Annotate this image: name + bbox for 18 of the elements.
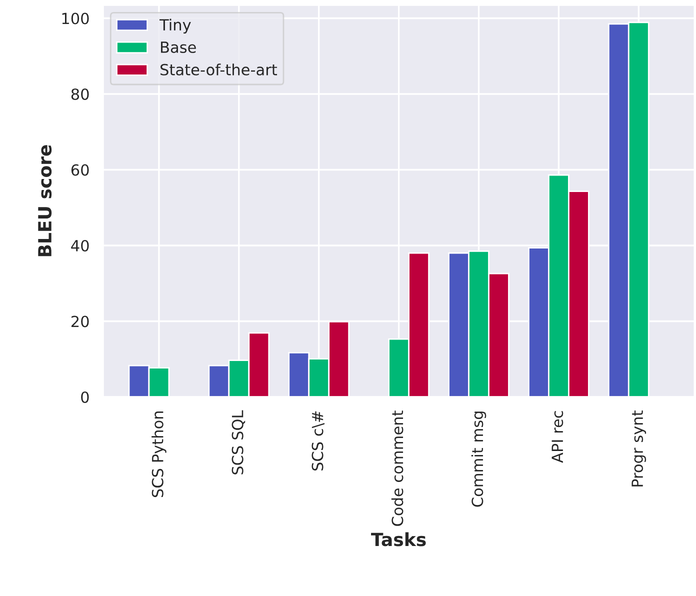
legend-label: Tiny [159,18,191,34]
y-tick-label: 20 [71,316,89,328]
y-tick-label: 60 [71,164,89,176]
y-tick-label: 80 [71,88,89,100]
x-tick-label: Code comment [391,410,404,526]
x-tick-label: Commit msg [471,412,486,507]
y-tick-label: 40 [71,240,89,252]
legend-label: State-of-the-art [160,64,278,76]
y-axis-title: BLEU score [38,145,52,256]
y-tick-label: 0 [81,391,89,404]
y-tick-label: 100 [62,12,89,24]
x-axis-title: Tasks [371,532,426,546]
x-tick-label: SCS Python [152,411,166,498]
x-tick-label: Progr synt [632,410,646,486]
legend-label: Base [161,42,196,53]
x-tick-label: API rec [552,411,564,463]
x-tick-label: SCS SQL [232,410,246,474]
x-tick-label: SCS c\# [312,411,324,470]
